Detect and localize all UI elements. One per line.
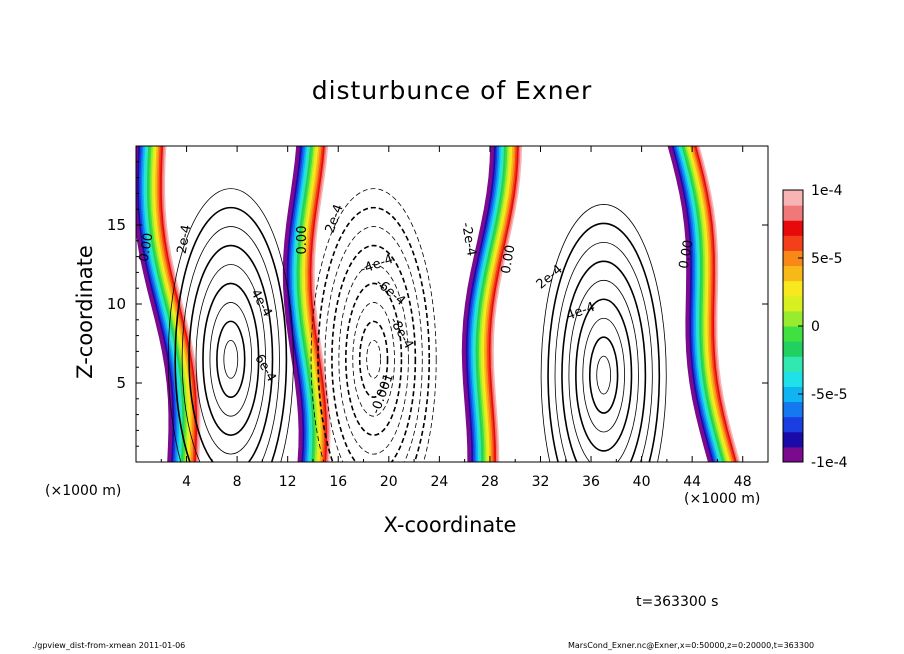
colorbar-swatch: [783, 446, 803, 463]
negative-contour: [358, 320, 389, 399]
colorbar-swatch: [783, 326, 803, 342]
negative-contour: [310, 188, 437, 462]
x-tick-label: 28: [481, 474, 499, 490]
contour-label: 2e-4: [323, 203, 347, 236]
positive-contour: [582, 317, 625, 433]
colorbar-swatch: [783, 386, 803, 403]
y-ticks: 5 10 15: [107, 161, 768, 447]
contour-label: -0.001: [368, 372, 396, 417]
x-tick-label: 48: [734, 474, 752, 490]
colorbar-tick-label: 0: [811, 319, 820, 335]
x-tick-label: 36: [582, 474, 600, 490]
x-tick-label: 20: [380, 474, 398, 490]
positive-contour: [596, 355, 612, 395]
positive-contour: [209, 302, 253, 417]
contour-label: -8e-4: [386, 315, 416, 352]
y-tick-label: 15: [107, 216, 126, 234]
colorbar: 1e-4 5e-5 0 -5e-5 -1e-4: [782, 183, 848, 471]
colorbar-tick-label: -1e-4: [811, 455, 848, 471]
x-tick-label: 44: [683, 474, 701, 490]
colorbar-swatch: [783, 416, 803, 433]
colorbar-swatch: [783, 265, 803, 282]
footer-left: ./gpview_dist-from-xmean 2011-01-06: [32, 641, 186, 650]
footer-right: MarsCond_Exner.nc@Exner,x=0:50000,z=0:20…: [568, 641, 815, 650]
positive-contour: [167, 188, 294, 462]
x-tick-label: 40: [633, 474, 651, 490]
positive-contour: [561, 260, 647, 462]
contour-label: 0.00: [137, 232, 157, 263]
x-ticks: 4 8 12 16 20 24 28 32 36 40 44 48: [160, 146, 752, 490]
chart-title: disturbunce of Exner: [311, 76, 593, 105]
contour-label: 0.00: [295, 226, 310, 255]
positive-contour: [588, 336, 619, 414]
colorbar-swatch: [783, 341, 803, 357]
contour-label: -2e-4: [458, 221, 479, 257]
x-tick-label: 4: [182, 474, 191, 490]
plot-frame: [135, 145, 769, 463]
colorbar-swatch: [783, 431, 803, 448]
colorbar-tick-label: 1e-4: [811, 183, 843, 199]
negative-contour: [352, 302, 395, 417]
positive-contour: [540, 204, 667, 462]
positive-contour: [202, 282, 260, 436]
negative-contour: [345, 282, 403, 436]
negative-contour: [331, 244, 417, 462]
colorbar-swatch: [783, 295, 803, 312]
contour-label: 4e-4: [247, 287, 275, 320]
positive-contour: [195, 264, 266, 455]
x-tick-label: 16: [329, 474, 347, 490]
plot-area: [136, 146, 740, 462]
contour-label: 4e-4: [565, 300, 598, 324]
zero-band-stripe: [667, 146, 712, 462]
x-unit-label-left: (×1000 m): [45, 483, 122, 499]
colorbar-swatch: [783, 220, 803, 236]
y-tick-label: 5: [116, 374, 126, 392]
negative-contour: [366, 339, 381, 379]
colorbar-swatch: [783, 190, 803, 206]
colorbar-swatch: [783, 205, 803, 221]
colorbar-swatch: [783, 356, 803, 372]
colorbar-tick-label: -5e-5: [811, 387, 848, 403]
positive-contour: [216, 320, 246, 399]
positive-contour: [547, 222, 661, 462]
x-tick-label: 32: [532, 474, 550, 490]
x-tick-label: 12: [279, 474, 297, 490]
contour-label: 2e-4: [175, 224, 195, 255]
shaded-bands: [136, 146, 740, 462]
y-tick-label: 10: [107, 295, 126, 313]
x-tick-label: 8: [233, 474, 242, 490]
colorbar-swatch: [783, 280, 803, 297]
time-label: t=363300 s: [636, 594, 719, 610]
zero-band-stripe: [136, 146, 173, 462]
negative-contour: [338, 264, 409, 455]
contour-label: -6e-4: [372, 276, 408, 309]
positive-contour: [188, 244, 274, 462]
colorbar-swatch: [783, 250, 803, 267]
colorbar-swatch: [783, 371, 803, 387]
zero-band-stripe: [282, 146, 303, 462]
colorbar-swatch: [783, 401, 803, 418]
x-axis-label: X-coordinate: [383, 513, 517, 537]
negative-contour: [324, 226, 423, 462]
contour-label: 6e-4: [251, 352, 279, 385]
x-tick-label: 24: [430, 474, 448, 490]
contour-label: 0.00: [499, 244, 519, 275]
x-unit-label-right: (×1000 m): [684, 491, 761, 507]
zero-band-stripe: [461, 146, 495, 462]
positive-contour: [575, 298, 633, 452]
contour-lines: [167, 188, 667, 462]
negative-contour: [317, 206, 431, 462]
colorbar-tick-label: 5e-5: [811, 251, 842, 267]
positive-contour: [174, 206, 288, 462]
contour-label: 0.00: [677, 239, 697, 270]
colorbar-swatch: [783, 310, 803, 327]
positive-contour: [568, 279, 639, 462]
colorbar-swatch: [783, 235, 803, 251]
positive-contour: [223, 339, 239, 379]
contour-label: -4e-4: [358, 252, 395, 278]
positive-contour: [554, 242, 653, 462]
positive-contour: [181, 226, 280, 462]
